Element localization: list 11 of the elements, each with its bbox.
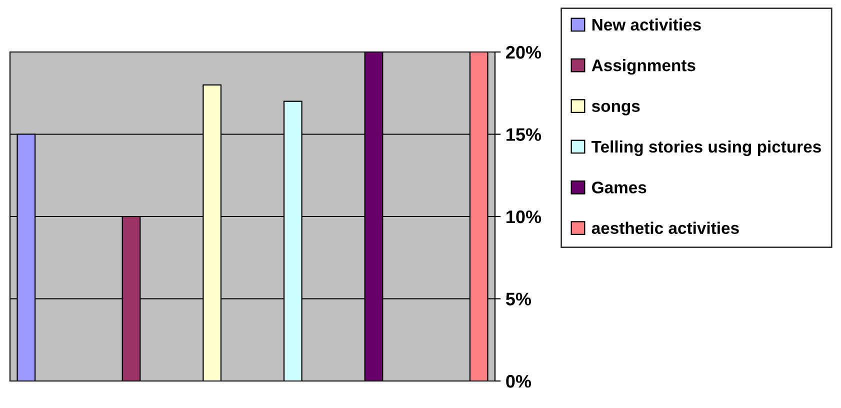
y-tick-label: 0% [506,374,532,388]
legend-label: Telling stories using pictures [592,140,821,156]
y-tick-label: 10% [506,210,542,224]
legend-label: Assignments [592,59,696,75]
y-tick-label: 5% [506,292,532,306]
y-tick-label: 15% [506,128,542,141]
y-tick-label: 20% [506,46,542,59]
legend-label: Games [592,182,646,194]
legend-label: New activities [592,18,701,31]
legend-label: aesthetic activities [592,222,739,234]
legend-label: songs [592,102,640,116]
